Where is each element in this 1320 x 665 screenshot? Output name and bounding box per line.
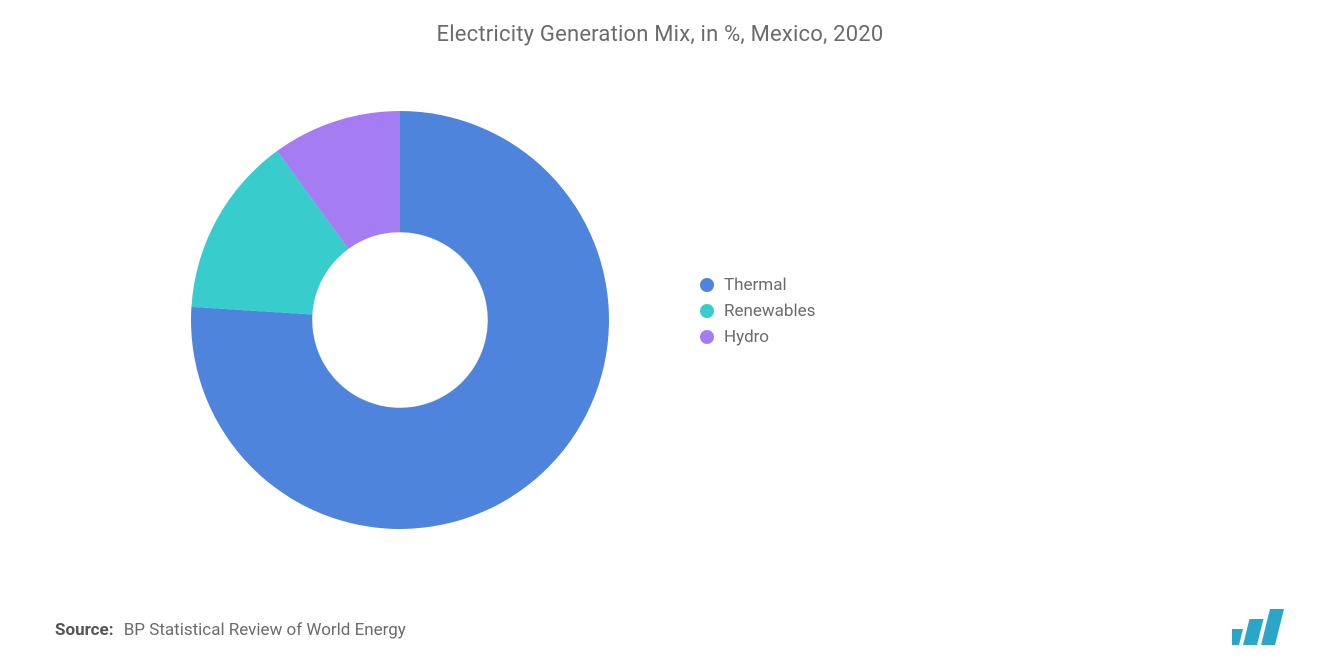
- donut-chart: [180, 100, 620, 540]
- source-text: BP Statistical Review of World Energy: [124, 620, 406, 640]
- legend-item-hydro: Hydro: [700, 327, 815, 347]
- legend-swatch: [700, 304, 714, 318]
- chart-title: Electricity Generation Mix, in %, Mexico…: [0, 0, 1320, 47]
- brand-logo: [1232, 609, 1290, 645]
- source-line: Source: BP Statistical Review of World E…: [55, 620, 406, 640]
- source-label: Source:: [55, 620, 113, 640]
- chart-area: Thermal Renewables Hydro: [0, 90, 1320, 590]
- legend-label: Renewables: [724, 301, 815, 321]
- legend-item-thermal: Thermal: [700, 275, 815, 295]
- legend-swatch: [700, 278, 714, 292]
- legend-label: Thermal: [724, 275, 787, 295]
- legend: Thermal Renewables Hydro: [700, 275, 815, 353]
- legend-item-renewables: Renewables: [700, 301, 815, 321]
- legend-label: Hydro: [724, 327, 769, 347]
- chart-container: Electricity Generation Mix, in %, Mexico…: [0, 0, 1320, 665]
- legend-swatch: [700, 330, 714, 344]
